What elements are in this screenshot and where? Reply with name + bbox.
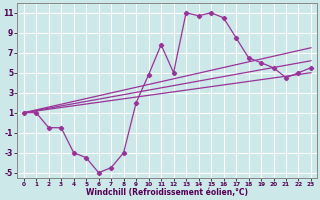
X-axis label: Windchill (Refroidissement éolien,°C): Windchill (Refroidissement éolien,°C) <box>86 188 248 197</box>
